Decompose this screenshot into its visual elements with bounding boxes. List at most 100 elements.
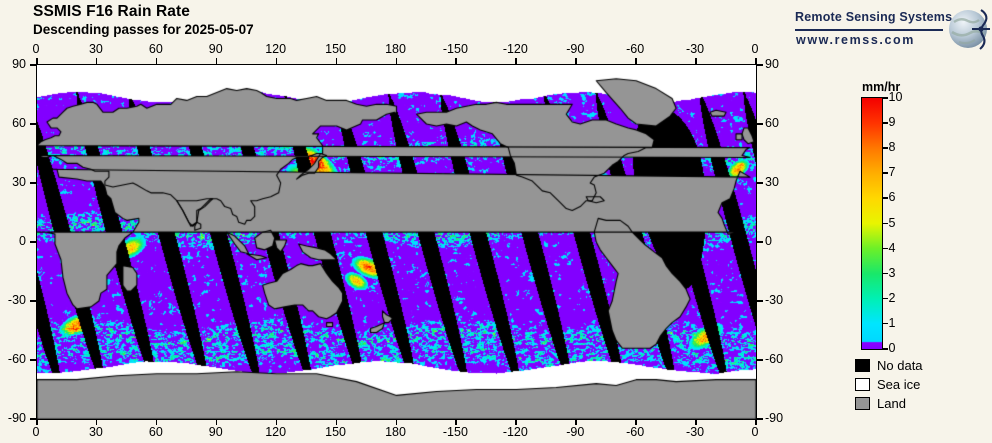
- x-axis-tick: [515, 58, 517, 64]
- y-axis-tick: [756, 300, 763, 302]
- colorbar-tick: [882, 348, 888, 350]
- x-axis-label: -120: [502, 425, 528, 439]
- x-axis-label: -90: [566, 42, 585, 56]
- x-axis-tick: [635, 58, 637, 64]
- legend-swatch: [855, 378, 870, 391]
- x-axis-label: 120: [265, 425, 287, 439]
- colorbar-tick-label: 4: [888, 240, 896, 255]
- y-axis-tick: [30, 64, 36, 66]
- globe-icon: [949, 9, 990, 50]
- y-axis-tick: [30, 123, 36, 125]
- y-axis-label-left: 90: [12, 57, 26, 71]
- legend-item: No data: [855, 356, 923, 375]
- colorbar-tick-label: 10: [888, 90, 903, 104]
- x-axis-label: 90: [208, 425, 223, 439]
- x-axis-tick: [695, 58, 697, 64]
- x-axis-tick: [275, 419, 278, 425]
- x-axis-label: 30: [88, 425, 103, 439]
- y-axis-tick: [30, 182, 36, 184]
- colorbar-tick-label: 8: [888, 140, 896, 155]
- x-axis-label: -90: [566, 425, 585, 439]
- y-axis-label-right: -30: [765, 293, 784, 307]
- x-axis-label: 0: [751, 42, 759, 56]
- x-axis-tick: [95, 419, 98, 425]
- x-axis-tick: [95, 58, 98, 64]
- colorbar-tick: [882, 322, 888, 325]
- x-axis-label: 120: [265, 42, 287, 56]
- colorbar-tick: [882, 147, 888, 149]
- y-axis-label-right: 0: [765, 234, 772, 248]
- colorbar-unit-label: mm/hr: [862, 80, 901, 94]
- colorbar-tick: [882, 297, 888, 300]
- x-axis-tick: [695, 419, 697, 425]
- x-axis-tick: [755, 419, 757, 425]
- colorbar-gradient: [862, 98, 882, 349]
- logo-org-name: Remote Sensing Systems: [795, 10, 953, 24]
- colorbar[interactable]: [861, 97, 883, 350]
- colorbar-tick: [882, 247, 888, 250]
- y-axis-label-right: 60: [765, 116, 779, 130]
- x-axis-tick: [515, 419, 517, 425]
- colorbar-tick-label: 5: [888, 215, 896, 230]
- logo-url: www.remss.com: [796, 33, 915, 47]
- y-axis-tick: [30, 359, 36, 361]
- colorbar-tick-label: 9: [888, 115, 896, 130]
- x-axis-label: 60: [148, 42, 163, 56]
- legend-label: Sea ice: [877, 377, 921, 392]
- title-block: SSMIS F16 Rain Rate Descending passes fo…: [33, 2, 254, 39]
- legend-label: Land: [877, 396, 906, 411]
- colorbar-tick-label: 0: [888, 341, 896, 355]
- x-axis-label: -30: [686, 42, 705, 56]
- x-axis-label: 150: [325, 42, 347, 56]
- x-axis-label: 150: [325, 425, 347, 439]
- x-axis-label: -60: [626, 425, 645, 439]
- x-axis-label: 90: [208, 42, 223, 56]
- legend-swatch: [855, 359, 870, 372]
- x-axis-label: 0: [32, 425, 40, 439]
- x-axis-label: 0: [751, 425, 759, 439]
- logo-divider: [795, 29, 943, 31]
- colorbar-tick-label: 6: [888, 190, 896, 205]
- y-axis-label-right: -60: [765, 352, 784, 366]
- y-axis-tick: [30, 300, 36, 302]
- x-axis-label: 180: [385, 425, 406, 439]
- page-title: SSMIS F16 Rain Rate: [33, 3, 190, 20]
- y-axis-label-left: -60: [7, 352, 26, 366]
- legend-item: Sea ice: [855, 375, 923, 394]
- x-axis-label: -150: [442, 425, 468, 439]
- y-axis-tick: [756, 64, 763, 66]
- x-axis-label: -30: [686, 425, 705, 439]
- colorbar-tick: [882, 172, 888, 174]
- y-axis-label-right: -90: [765, 411, 784, 425]
- x-axis-tick: [335, 58, 338, 64]
- remss-logo[interactable]: Remote Sensing Systems www.remss.com: [795, 8, 990, 58]
- x-axis-tick: [755, 58, 757, 64]
- colorbar-tick: [882, 97, 888, 99]
- y-axis-tick: [756, 182, 763, 184]
- colorbar-tick-label: 1: [888, 315, 896, 330]
- colorbar-tick: [882, 272, 888, 275]
- y-axis-label-left: -30: [7, 293, 26, 307]
- y-axis-tick: [756, 241, 763, 243]
- x-axis-label: -120: [502, 42, 528, 56]
- x-axis-label: 60: [148, 425, 163, 439]
- x-axis-label: -60: [626, 42, 645, 56]
- x-axis-tick: [215, 58, 218, 64]
- x-axis-tick: [455, 419, 457, 425]
- x-axis-label: 30: [88, 42, 103, 56]
- y-axis-label-right: 90: [765, 57, 779, 71]
- x-axis-tick: [575, 419, 577, 425]
- x-axis-label: 0: [32, 42, 40, 56]
- legend-label: No data: [877, 358, 923, 373]
- x-axis-tick: [455, 58, 457, 64]
- y-axis-tick: [756, 123, 763, 125]
- y-axis-tick: [756, 418, 763, 420]
- map-legend: No data Sea ice Land: [855, 356, 923, 413]
- y-axis-tick: [30, 418, 36, 420]
- y-axis-label-left: 0: [19, 234, 26, 248]
- x-axis-tick: [215, 419, 218, 425]
- legend-item: Land: [855, 394, 923, 413]
- colorbar-tick-label: 7: [888, 165, 896, 180]
- x-axis-label: -150: [442, 42, 468, 56]
- y-axis-label-left: 30: [12, 175, 26, 189]
